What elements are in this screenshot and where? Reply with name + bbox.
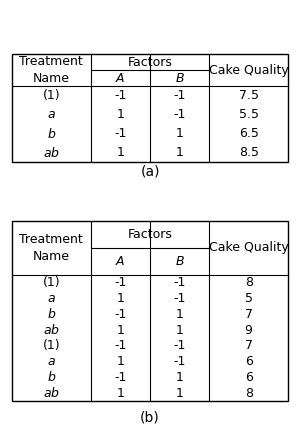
Text: Treatment
Name: Treatment Name: [20, 233, 83, 263]
Text: 5.5: 5.5: [239, 108, 259, 121]
Text: -1: -1: [173, 292, 186, 305]
Text: 7.5: 7.5: [239, 89, 259, 102]
Text: $a$: $a$: [47, 355, 56, 368]
Text: (1): (1): [43, 276, 60, 289]
Text: -1: -1: [114, 371, 127, 384]
Text: -1: -1: [173, 355, 186, 368]
Text: 5: 5: [245, 292, 253, 305]
Text: -1: -1: [114, 89, 127, 102]
Text: $ab$: $ab$: [43, 386, 60, 400]
Text: $A$: $A$: [115, 72, 125, 85]
Text: -1: -1: [114, 308, 127, 321]
Text: 1: 1: [176, 127, 184, 140]
Text: (1): (1): [43, 89, 60, 102]
Text: 1: 1: [176, 308, 184, 321]
Text: 9: 9: [245, 324, 253, 337]
Text: $a$: $a$: [47, 292, 56, 305]
Text: Cake Quality: Cake Quality: [209, 64, 289, 77]
Text: 6.5: 6.5: [239, 127, 259, 140]
Text: Factors: Factors: [128, 56, 172, 68]
Text: -1: -1: [173, 276, 186, 289]
Text: 6: 6: [245, 371, 253, 384]
Text: 8: 8: [245, 276, 253, 289]
Text: $B$: $B$: [175, 255, 184, 268]
Text: $ab$: $ab$: [43, 323, 60, 337]
Text: Cake Quality: Cake Quality: [209, 241, 289, 255]
Text: $b$: $b$: [47, 127, 56, 141]
Text: 1: 1: [116, 292, 124, 305]
Text: 1: 1: [116, 355, 124, 368]
Text: $b$: $b$: [47, 307, 56, 321]
Text: 1: 1: [176, 324, 184, 337]
Text: -1: -1: [173, 89, 186, 102]
Text: 8.5: 8.5: [239, 146, 259, 159]
Text: Factors: Factors: [128, 228, 172, 241]
Text: 1: 1: [176, 386, 184, 400]
Text: $b$: $b$: [47, 370, 56, 384]
Text: -1: -1: [114, 127, 127, 140]
Text: 1: 1: [116, 146, 124, 159]
Text: 1: 1: [176, 146, 184, 159]
Text: -1: -1: [173, 339, 186, 352]
Text: (1): (1): [43, 339, 60, 352]
Text: (a): (a): [140, 165, 160, 179]
Text: $B$: $B$: [175, 72, 184, 85]
Text: (b): (b): [140, 410, 160, 424]
Text: 1: 1: [116, 386, 124, 400]
Text: 6: 6: [245, 355, 253, 368]
Text: 7: 7: [245, 339, 253, 352]
Text: 1: 1: [116, 324, 124, 337]
Text: 1: 1: [116, 108, 124, 121]
Text: 7: 7: [245, 308, 253, 321]
Text: Treatment
Name: Treatment Name: [20, 55, 83, 85]
Text: -1: -1: [114, 276, 127, 289]
Text: 1: 1: [176, 371, 184, 384]
Text: -1: -1: [114, 339, 127, 352]
Text: $A$: $A$: [115, 255, 125, 268]
Text: $ab$: $ab$: [43, 146, 60, 160]
Text: -1: -1: [173, 108, 186, 121]
Text: $a$: $a$: [47, 108, 56, 121]
Text: 8: 8: [245, 386, 253, 400]
